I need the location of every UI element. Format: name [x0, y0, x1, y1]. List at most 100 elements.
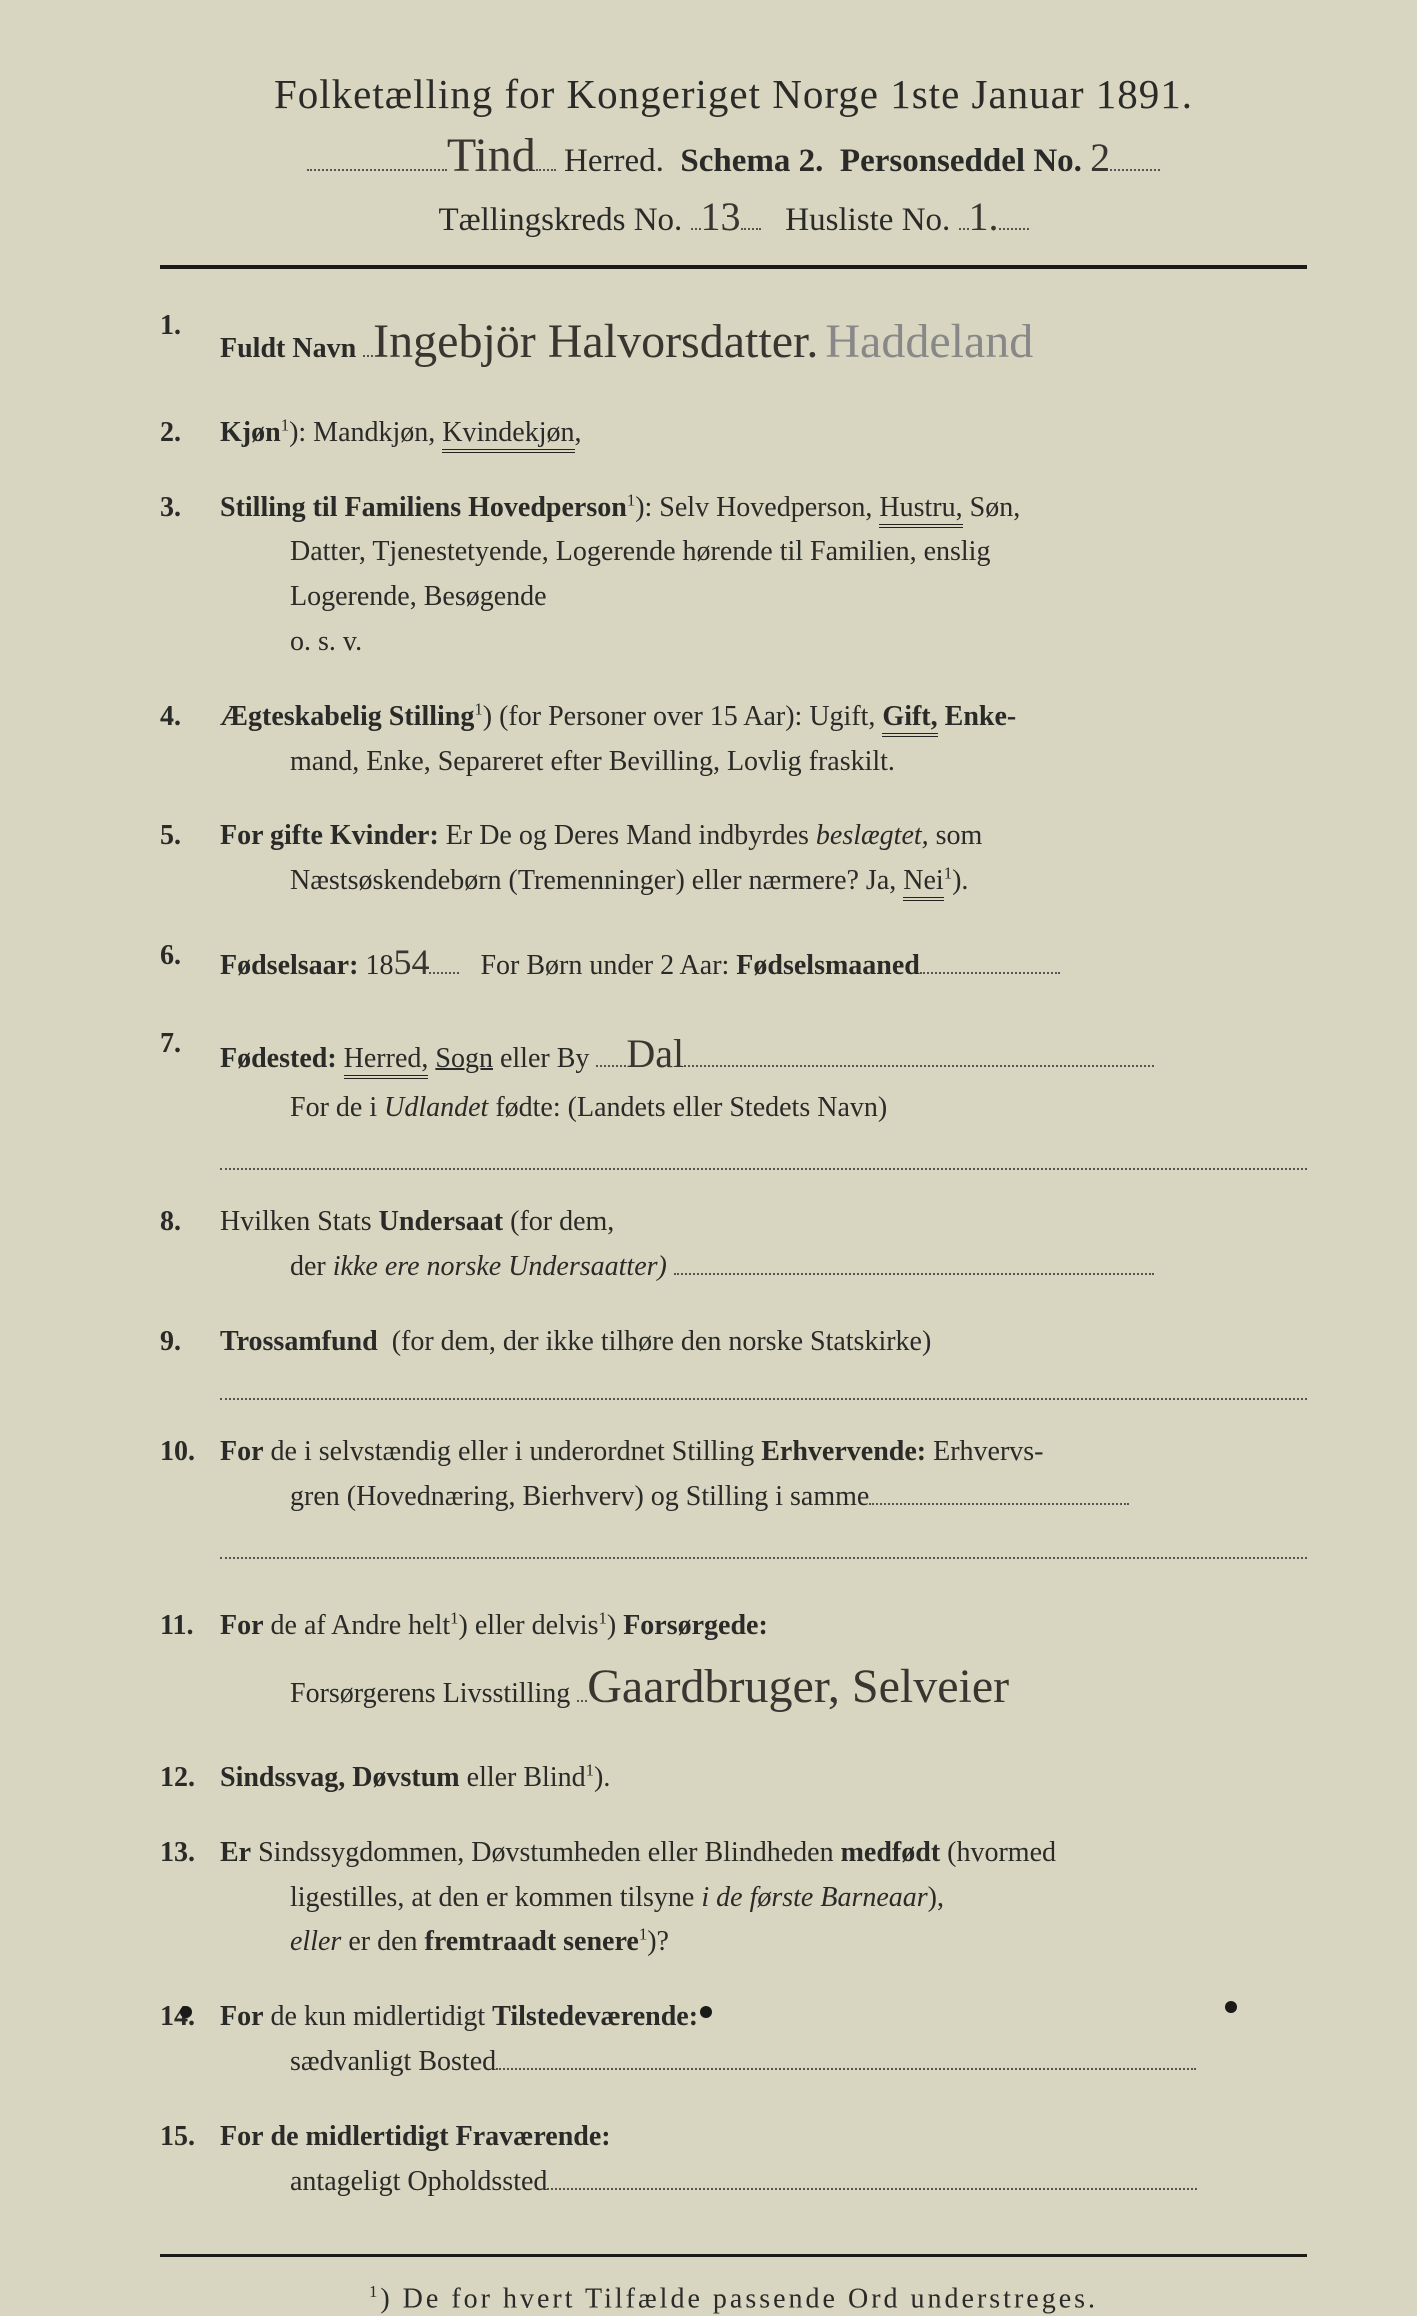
husliste-label: Husliste No.	[785, 202, 950, 238]
q5-label: For gifte Kvinder:	[220, 820, 439, 851]
question-3: 3. Stilling til Familiens Hovedperson1):…	[160, 486, 1307, 665]
q13-end: )?	[647, 1926, 669, 1957]
q5-text2: som	[936, 820, 983, 851]
q4-rest1: Enke-	[945, 701, 1017, 732]
q5-selected: Nei	[903, 865, 943, 901]
question-4: 4. Ægteskabelig Stilling1) (for Personer…	[160, 695, 1307, 785]
q13-ital: i de første Barneaar	[701, 1882, 927, 1913]
footer-divider	[160, 2254, 1307, 2257]
form-title: Folketælling for Kongeriget Norge 1ste J…	[160, 70, 1307, 118]
q12-label: Sindssvag, Døvstum	[220, 1762, 460, 1793]
q9-label: Trossamfund	[220, 1326, 378, 1357]
q10-label: Erhvervende:	[761, 1436, 926, 1467]
q10-line2: gren (Hovednæring, Bierhverv) og Stillin…	[290, 1481, 869, 1512]
hole-dot-right	[1225, 2001, 1237, 2013]
q1-num: 1.	[160, 304, 181, 349]
q6-year-prefix: 18	[365, 950, 393, 981]
q11-num: 11.	[160, 1604, 193, 1649]
q3-sup: 1	[627, 490, 635, 509]
question-5: 5. For gifte Kvinder: Er De og Deres Man…	[160, 814, 1307, 904]
q13-line2a: ligestilles, at den er kommen tilsyne	[290, 1882, 694, 1913]
question-list: 1. Fuldt Navn Ingebjör Halvorsdatter. Ha…	[160, 304, 1307, 2204]
q8-ital: ikke ere norske Undersaatter)	[333, 1251, 667, 1282]
header-line-3: Tællingskreds No. 13 Husliste No. 1.	[160, 193, 1307, 240]
question-10: 10. For de i selvstændig eller i underor…	[160, 1430, 1307, 1560]
q11-line2: Forsørgerens Livsstilling	[290, 1678, 570, 1709]
hole-dot-mid	[700, 2006, 712, 2018]
hole-dot-left	[180, 2006, 192, 2018]
form-header: Folketælling for Kongeriget Norge 1ste J…	[160, 70, 1307, 240]
q7-blank	[220, 1150, 1307, 1170]
q1-label: Fuldt Navn	[220, 333, 356, 364]
q15-pre: For	[220, 2121, 264, 2152]
q2-label: Kjøn	[220, 417, 281, 448]
q6-label: Fødselsaar:	[220, 950, 358, 981]
q11-sub: Forsørgerens Livsstilling Gaardbruger, S…	[220, 1649, 1307, 1726]
question-7: 7. Fødested: Herred, Sogn eller By Dal F…	[160, 1022, 1307, 1171]
q8-label: Undersaat	[379, 1206, 503, 1237]
q4-sup: 1	[474, 699, 482, 718]
q7-line2: For de i	[290, 1092, 377, 1123]
question-9: 9. Trossamfund (for dem, der ikke tilhør…	[160, 1320, 1307, 1400]
q5-end: ).	[952, 865, 968, 896]
q13-bold3: fremtraadt senere	[425, 1926, 639, 1957]
personseddel-label: Personseddel No.	[840, 143, 1082, 179]
q7-ital: Udlandet	[384, 1092, 488, 1123]
q9-num: 9.	[160, 1320, 181, 1365]
q4-pre: ) (for Personer over 15 Aar): Ugift,	[483, 701, 876, 732]
q4-selected: Gift,	[882, 701, 937, 737]
q11-value: Gaardbruger, Selveier	[587, 1649, 1009, 1726]
question-6: 6. Fødselsaar: 1854 For Børn under 2 Aar…	[160, 934, 1307, 992]
question-15: 15. For de midlertidigt Fraværende: anta…	[160, 2115, 1307, 2205]
q12-sup: 1	[586, 1761, 594, 1780]
q5-sub: Næstsøskendebørn (Tremenninger) eller næ…	[220, 859, 1307, 904]
q5-ital1: beslægtet,	[816, 820, 929, 851]
q7-value: Dal	[626, 1022, 684, 1086]
q3-num: 3.	[160, 486, 181, 531]
q11-text1: de af Andre helt	[271, 1610, 451, 1641]
q13-text2: (hvormed	[947, 1837, 1056, 1868]
kreds-no: 13	[701, 193, 741, 240]
q10-sub: gren (Hovednæring, Bierhverv) og Stillin…	[220, 1475, 1307, 1520]
question-12: 12. Sindssvag, Døvstum eller Blind1).	[160, 1756, 1307, 1801]
q10-num: 10.	[160, 1430, 195, 1475]
q9-blank	[220, 1380, 1307, 1400]
q12-end: ).	[594, 1762, 610, 1793]
q10-text1: de i selvstændig eller i underordnet Sti…	[271, 1436, 755, 1467]
q3-line3: Logerende, Besøgende	[220, 575, 1307, 620]
q12-text: eller Blind	[467, 1762, 586, 1793]
q13-sub2: eller er den fremtraadt senere1)?	[220, 1920, 1307, 1965]
q14-pre: For	[220, 2001, 264, 2032]
kreds-label: Tællingskreds No.	[438, 202, 682, 238]
q11-sup2: 1	[598, 1609, 606, 1628]
q8-sub: der ikke ere norske Undersaatter)	[220, 1245, 1307, 1290]
q7-text: eller By	[500, 1043, 589, 1074]
q3-pre: ): Selv Hovedperson,	[635, 492, 872, 523]
q13-line3b: er den	[348, 1926, 417, 1957]
q8-text1: Hvilken Stats	[220, 1206, 372, 1237]
question-14: 14. For de kun midlertidigt Tilstedevære…	[160, 1995, 1307, 2085]
q11-text3: )	[607, 1610, 616, 1641]
footnote: 1) De for hvert Tilfælde passende Ord un…	[160, 2282, 1307, 2315]
question-1: 1. Fuldt Navn Ingebjör Halvorsdatter. Ha…	[160, 304, 1307, 381]
q14-num: 14.	[160, 1995, 195, 2040]
q11-pre: For	[220, 1610, 264, 1641]
q13-text1: Sindssygdommen, Døvstumheden eller Blind…	[258, 1837, 834, 1868]
q15-num: 15.	[160, 2115, 195, 2160]
q4-num: 4.	[160, 695, 181, 740]
q13-pre: Er	[220, 1837, 251, 1868]
q15-label: de midlertidigt Fraværende:	[271, 2121, 611, 2152]
herred-label: Herred.	[564, 143, 664, 179]
q2-num: 2.	[160, 411, 181, 456]
q6-label2: Fødselsmaaned	[736, 950, 920, 981]
q7-herred: Herred,	[344, 1043, 429, 1079]
q6-year-value: 54	[393, 934, 429, 992]
question-8: 8. Hvilken Stats Undersaat (for dem, der…	[160, 1200, 1307, 1290]
q13-sub1: ligestilles, at den er kommen tilsyne i …	[220, 1876, 1307, 1921]
schema-label: Schema 2.	[680, 143, 823, 179]
question-11: 11. For de af Andre helt1) eller delvis1…	[160, 1604, 1307, 1726]
q3-selected: Hustru,	[879, 492, 962, 528]
q6-text2: For Børn under 2 Aar:	[480, 950, 729, 981]
q8-line2: der	[290, 1251, 326, 1282]
q13-line3a: eller	[290, 1926, 341, 1957]
